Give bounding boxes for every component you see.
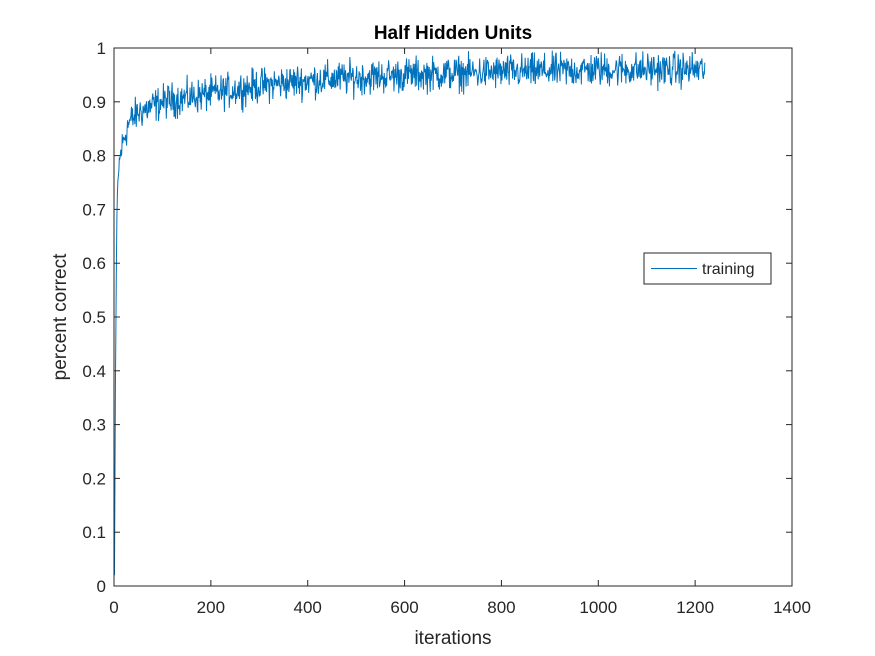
y-tick-label: 0.6 bbox=[82, 254, 106, 273]
x-tick-label: 400 bbox=[294, 598, 322, 617]
y-axis-label: percent correct bbox=[50, 253, 71, 380]
y-tick-label: 0 bbox=[97, 577, 106, 596]
y-tick-label: 0.7 bbox=[82, 200, 106, 219]
x-axis-label: iterations bbox=[414, 628, 491, 649]
y-tick-label: 1 bbox=[97, 39, 106, 58]
axes-box bbox=[113, 47, 793, 587]
y-tick-label: 0.5 bbox=[82, 308, 106, 327]
plot-area bbox=[114, 48, 792, 586]
x-tick-labels: 0 200 400 600 800 1000 1200 1400 bbox=[109, 598, 811, 617]
y-tick-label: 0.3 bbox=[82, 416, 106, 435]
y-tick-label: 0.2 bbox=[82, 469, 106, 488]
x-tick-label: 200 bbox=[197, 598, 225, 617]
series-layer bbox=[113, 50, 706, 576]
x-tick-label: 1400 bbox=[773, 598, 811, 617]
series-line-training bbox=[113, 50, 706, 576]
y-tick-label: 0.8 bbox=[82, 147, 106, 166]
x-tick-label: 0 bbox=[109, 598, 118, 617]
legend-label: training bbox=[702, 261, 754, 278]
chart-title: Half Hidden Units bbox=[374, 23, 532, 44]
x-tick-label: 1000 bbox=[579, 598, 617, 617]
y-tick-labels: 0 0.1 0.2 0.3 0.4 0.5 0.6 0.7 0.8 0.9 1 bbox=[82, 39, 106, 596]
x-tick-label: 800 bbox=[487, 598, 515, 617]
x-tick-label: 600 bbox=[390, 598, 418, 617]
y-tick-label: 0.4 bbox=[82, 362, 106, 381]
legend: training bbox=[643, 252, 772, 285]
y-tick-label: 0.1 bbox=[82, 523, 106, 542]
x-tick-label: 1200 bbox=[676, 598, 714, 617]
y-tick-label: 0.9 bbox=[82, 93, 106, 112]
